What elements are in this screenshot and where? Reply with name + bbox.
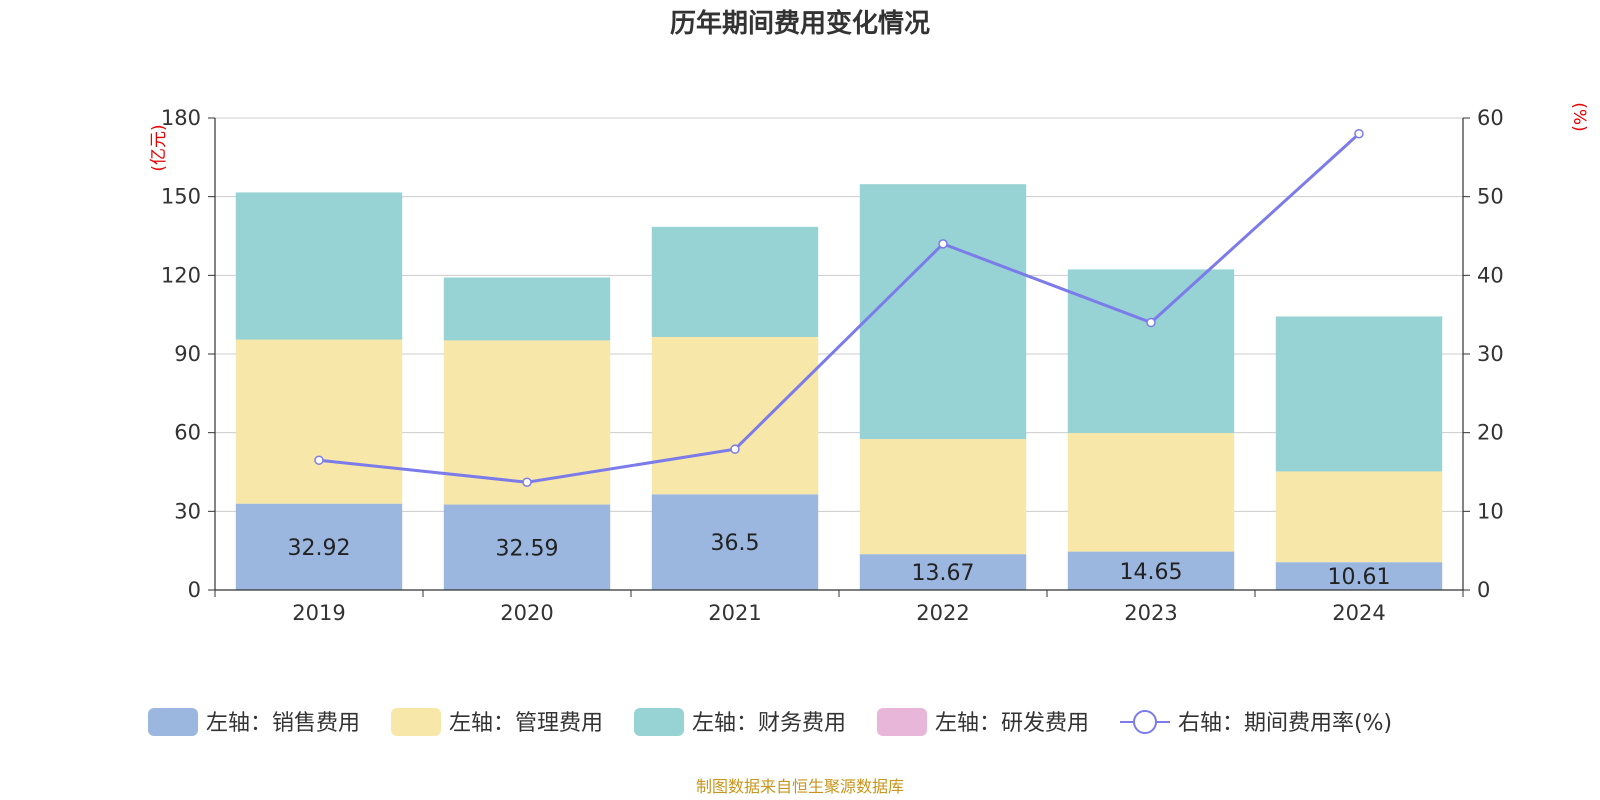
bar [235, 192, 403, 340]
bar [651, 494, 819, 590]
legend-swatch [391, 708, 441, 736]
right-axis-unit: (%) [1569, 102, 1589, 131]
axes: 0 30 60 90 120 150 180 0 10 20 30 40 50 60 2019 2020 202… [161, 106, 1504, 625]
right-tick-label: 0 [1477, 578, 1490, 602]
rate-point [522, 477, 532, 487]
bar [1067, 433, 1235, 552]
bar [651, 336, 819, 495]
legend-label: 左轴：研发费用 [935, 711, 1089, 736]
bar [1067, 551, 1235, 590]
bar [651, 226, 819, 337]
legend-swatch [877, 708, 927, 736]
right-tick-label: 20 [1477, 421, 1504, 445]
left-tick-label: 0 [188, 578, 201, 602]
x-tick-label: 2024 [1332, 601, 1385, 625]
legend-swatch [634, 708, 684, 736]
right-tick-label: 50 [1477, 185, 1504, 209]
legend: 左轴：销售费用 左轴：管理费用 左轴：财务费用 左轴：研发费用 右轴：期间费用率(%) [148, 708, 1392, 736]
data-label: 14.65 [1120, 560, 1183, 585]
legend-label: 左轴：财务费用 [692, 711, 846, 736]
legend-item: 左轴：管理费用 [391, 708, 603, 736]
left-tick-label: 150 [161, 185, 201, 209]
bar [859, 554, 1027, 590]
legend-swatch [148, 708, 198, 736]
legend-item: 左轴：财务费用 [634, 708, 846, 736]
left-tick-label: 60 [174, 421, 201, 445]
rate-line [318, 132, 1361, 484]
data-label: 10.61 [1328, 565, 1391, 590]
left-tick-label: 90 [174, 342, 201, 366]
source-note: 制图数据来自恒生聚源数据库 [696, 777, 904, 796]
bar [1275, 471, 1443, 563]
bar [235, 503, 403, 590]
left-tick-label: 30 [174, 499, 201, 523]
bar [859, 184, 1027, 440]
rate-point [938, 239, 948, 249]
legend-label: 左轴：管理费用 [449, 711, 603, 736]
bar-series [235, 184, 1443, 590]
data-label: 32.59 [496, 536, 559, 561]
x-tick-label: 2021 [708, 601, 761, 625]
bar [859, 439, 1027, 555]
gridlines [215, 117, 1463, 512]
bar [1275, 562, 1443, 590]
data-label: 13.67 [912, 561, 975, 586]
rate-point [1354, 128, 1364, 139]
rate-point [314, 455, 324, 465]
legend-marker [1133, 710, 1157, 734]
x-tick-label: 2019 [292, 601, 345, 625]
bar [1067, 269, 1235, 434]
data-label: 36.5 [711, 531, 760, 556]
legend-item: 左轴：研发费用 [877, 708, 1089, 736]
legend-item: 左轴：销售费用 [148, 708, 360, 736]
x-tick-label: 2022 [916, 601, 969, 625]
chart-title: 历年期间费用变化情况 [670, 8, 930, 39]
left-tick-label: 120 [161, 263, 201, 287]
right-tick-label: 10 [1477, 499, 1504, 523]
rate-point [730, 444, 740, 454]
legend-label: 左轴：销售费用 [206, 711, 360, 736]
data-labels: 32.92 32.59 36.5 13.67 14.65 10.61 [288, 531, 1391, 590]
legend-label: 右轴：期间费用率(%) [1178, 711, 1392, 736]
left-tick-label: 180 [161, 106, 201, 130]
right-tick-label: 40 [1477, 263, 1504, 287]
right-tick-label: 30 [1477, 342, 1504, 366]
bar [1275, 316, 1443, 472]
bar [443, 504, 611, 590]
data-label: 32.92 [288, 536, 351, 561]
rate-point [1146, 317, 1156, 328]
bar [443, 277, 611, 341]
right-tick-label: 60 [1477, 106, 1504, 130]
bar [235, 339, 403, 504]
legend-item: 右轴：期间费用率(%) [1120, 710, 1392, 736]
left-axis-unit: (亿元) [149, 124, 169, 171]
line-series [314, 128, 1364, 487]
x-tick-label: 2023 [1124, 601, 1177, 625]
x-tick-label: 2020 [500, 601, 553, 625]
